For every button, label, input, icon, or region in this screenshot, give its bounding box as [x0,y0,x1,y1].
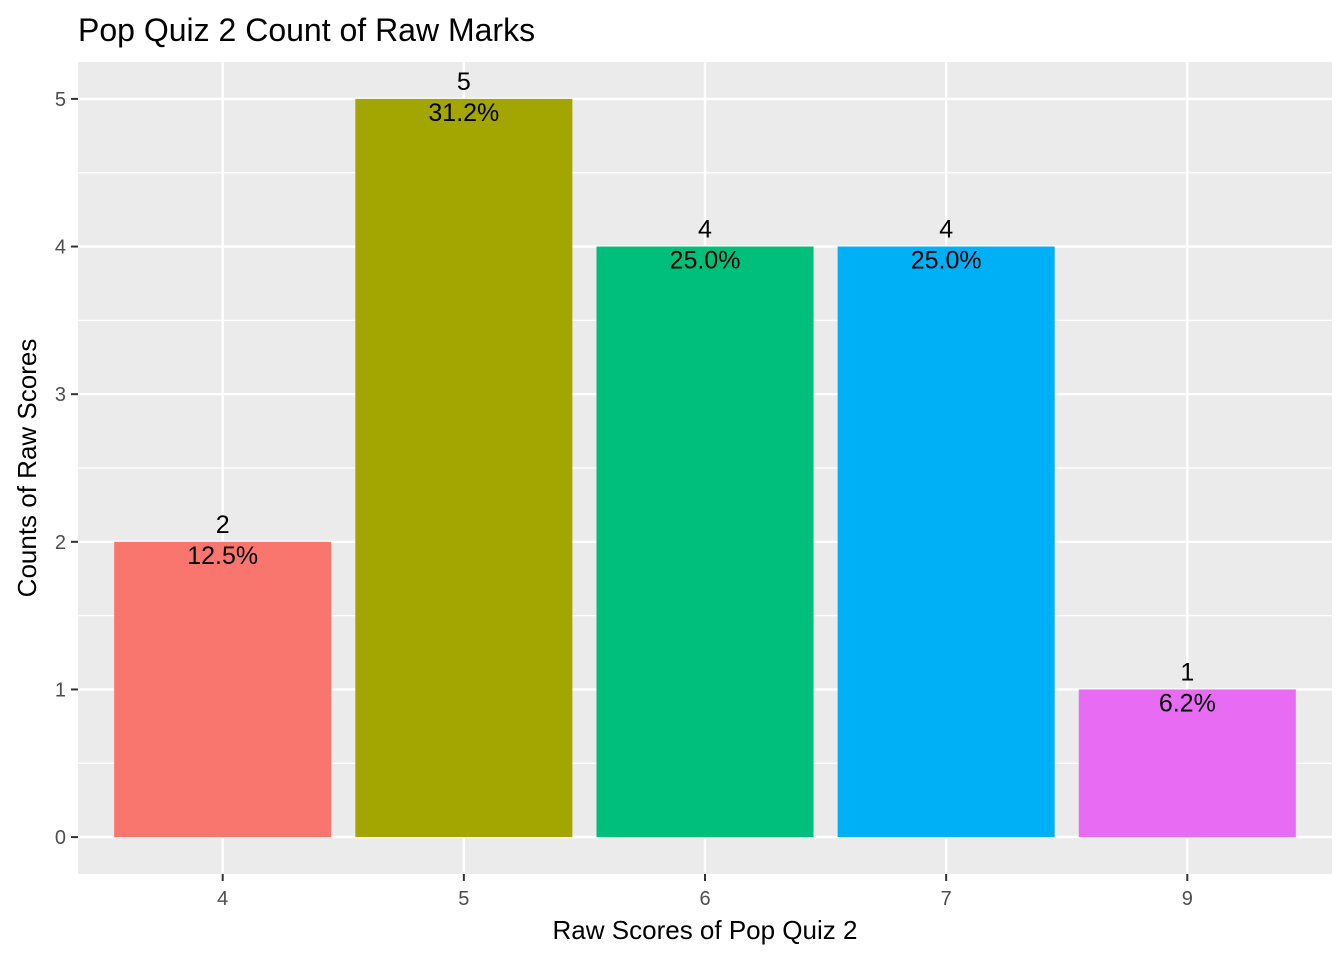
bar-7 [837,246,1055,838]
percent-label-4: 12.5% [187,542,258,570]
y-axis: 0 1 2 3 4 5 [55,89,78,849]
count-label-7: 4 [939,216,953,244]
x-tick-label: 5 [458,888,469,910]
y-tick-label: 1 [55,679,66,701]
percent-label-9: 6.2% [1159,689,1216,717]
y-tick-label: 4 [55,237,66,259]
y-tick-label: 0 [55,827,66,849]
x-axis-title: Raw Scores of Pop Quiz 2 [553,915,858,945]
y-tick-label: 3 [55,384,66,406]
data-labels: 2 12.5% 5 31.2% 4 25.0% 4 25.0% 1 6.2% [187,68,1216,718]
x-tick-label: 6 [699,888,710,910]
count-label-4: 2 [216,511,230,539]
x-axis: 4 5 6 7 9 [217,874,1193,910]
bar-5 [355,98,573,838]
percent-label-5: 31.2% [428,99,499,127]
x-tick-label: 4 [217,888,228,910]
y-tick-label: 2 [55,532,66,554]
bar-4 [114,541,332,838]
count-label-9: 1 [1180,658,1194,686]
percent-label-7: 25.0% [911,247,982,275]
x-tick-label: 9 [1182,888,1193,910]
count-label-6: 4 [698,216,712,244]
chart-title: Pop Quiz 2 Count of Raw Marks [78,12,536,48]
bar-9 [1078,689,1296,838]
bar-6 [596,246,814,838]
y-axis-title: Counts of Raw Scores [12,339,42,598]
percent-label-6: 25.0% [670,247,741,275]
bars [114,98,1296,838]
x-tick-label: 7 [941,888,952,910]
y-tick-label: 5 [55,89,66,111]
count-label-5: 5 [457,68,471,96]
